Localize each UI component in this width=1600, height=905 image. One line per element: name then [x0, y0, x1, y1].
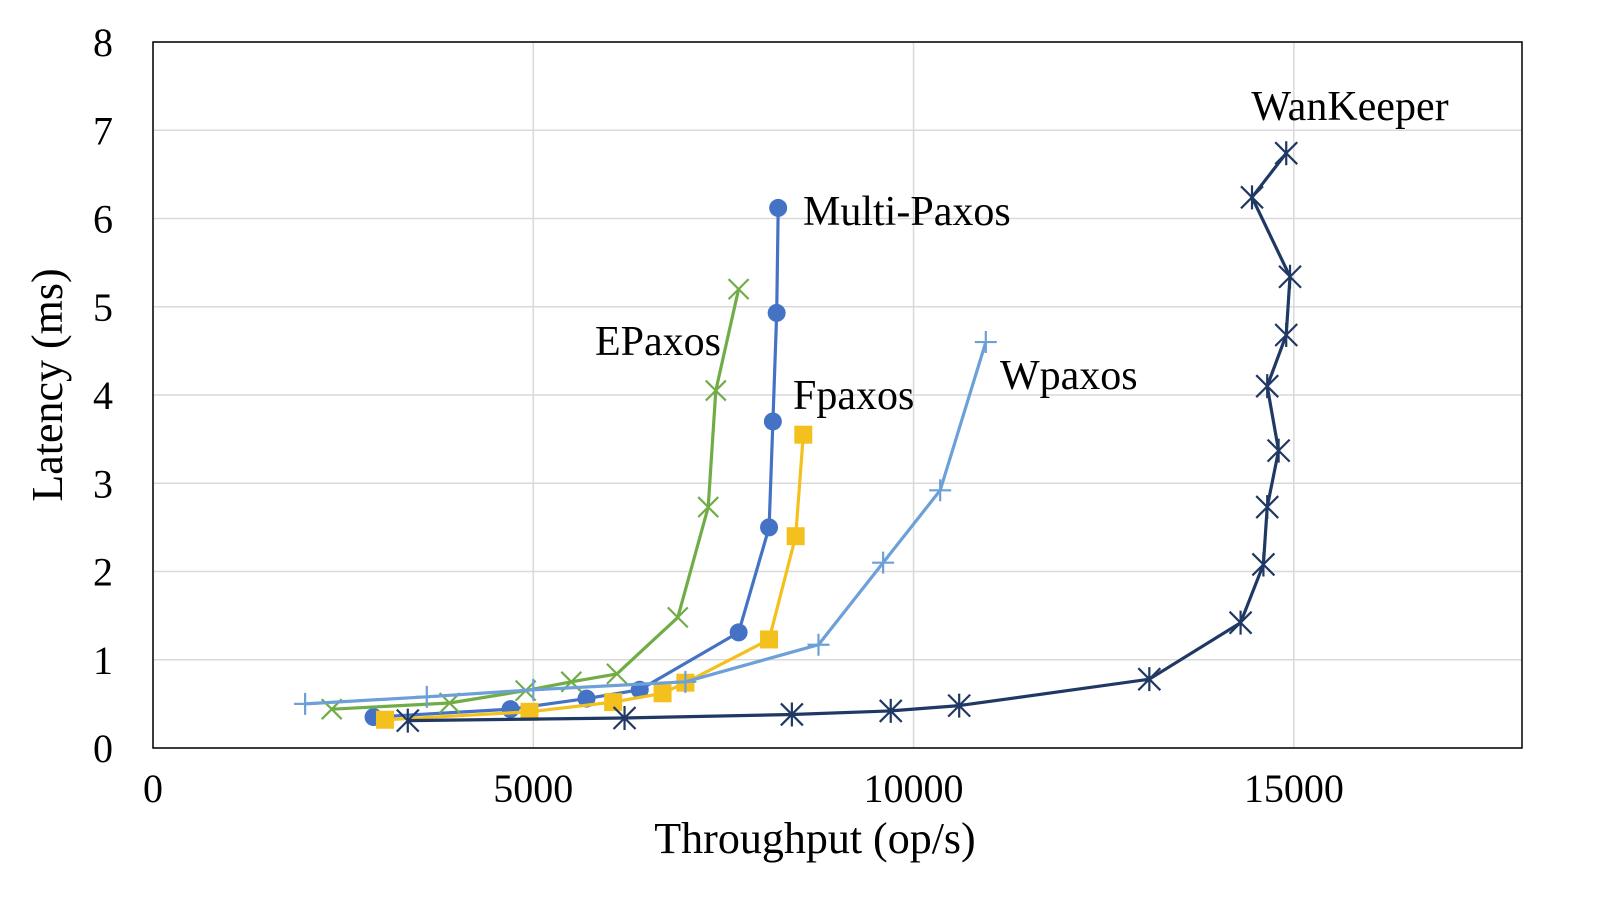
y-axis-tick-labels: 0 1 2 3 4 5 6 7 8	[93, 20, 113, 771]
asterisk-marker	[1255, 495, 1279, 520]
series-line-wankeeper	[407, 152, 1292, 723]
series-line-fpaxos	[384, 434, 805, 722]
series-wankeeper	[396, 141, 1302, 733]
asterisk-marker	[1240, 185, 1264, 210]
asterisk-marker	[1278, 264, 1302, 289]
series-line-multi-paxos	[373, 207, 780, 719]
x-marker	[606, 663, 628, 685]
y-tick-label: 6	[93, 197, 113, 242]
plus-marker	[674, 670, 697, 693]
x-marker	[667, 606, 689, 629]
asterisk-marker	[947, 693, 971, 718]
asterisk-marker	[878, 698, 903, 723]
y-tick-label: 1	[93, 638, 113, 683]
x-marker	[697, 496, 719, 518]
asterisk-marker	[1266, 438, 1291, 463]
asterisk-marker	[396, 708, 420, 733]
y-tick-label: 5	[93, 285, 113, 330]
circle-marker	[767, 303, 786, 322]
asterisk-marker	[1274, 322, 1299, 347]
asterisk-marker	[612, 705, 637, 730]
asterisk-marker	[1255, 374, 1279, 399]
square-marker	[604, 693, 623, 712]
circle-marker	[501, 700, 520, 719]
series-epaxos	[320, 278, 750, 720]
x-tick-label: 0	[143, 766, 163, 811]
series-label-epaxos: EPaxos	[595, 319, 721, 365]
asterisk-marker	[1251, 552, 1276, 577]
y-tick-label: 4	[93, 373, 113, 418]
plus-marker	[929, 479, 952, 502]
x-marker	[705, 379, 727, 402]
x-tick-label: 15000	[1244, 766, 1344, 811]
x-tick-label: 10000	[864, 766, 964, 811]
plot-area-frame	[152, 41, 1523, 749]
plus-marker	[807, 633, 830, 656]
x-axis-title: Throughput (op/s)	[654, 814, 975, 863]
y-axis-title: Latency (ms)	[23, 268, 72, 501]
series-label-fpaxos: Fpaxos	[793, 373, 914, 419]
series-label-wpaxos: Wpaxos	[1000, 353, 1138, 399]
plus-marker	[974, 331, 997, 354]
plus-marker	[522, 678, 545, 701]
square-marker	[794, 425, 813, 444]
asterisk-marker	[1137, 667, 1162, 692]
square-marker	[375, 710, 394, 729]
circle-marker	[760, 518, 779, 537]
y-tick-label: 8	[93, 20, 113, 65]
series-line-wpaxos	[305, 341, 988, 706]
asterisk-marker	[1274, 141, 1299, 166]
plus-marker	[415, 685, 438, 708]
circle-marker	[729, 623, 748, 642]
data-series	[294, 141, 1302, 733]
square-marker	[786, 527, 805, 546]
series-labels: Multi-Paxos EPaxos Fpaxos Wpaxos WanKeeper	[595, 84, 1449, 419]
square-marker	[520, 702, 539, 721]
series-fpaxos	[375, 425, 813, 729]
series-label-multi-paxos: Multi-Paxos	[803, 189, 1011, 235]
plus-marker	[872, 551, 895, 574]
y-tick-label: 7	[93, 108, 113, 153]
plus-marker	[294, 692, 317, 715]
asterisk-marker	[780, 702, 804, 727]
circle-marker	[769, 198, 788, 217]
x-tick-label: 5000	[493, 766, 573, 811]
y-tick-label: 3	[93, 461, 113, 506]
y-tick-label: 2	[93, 550, 113, 595]
series-label-wankeeper: WanKeeper	[1251, 84, 1448, 130]
series-wpaxos	[294, 331, 997, 715]
square-marker	[760, 630, 779, 649]
asterisk-marker	[1228, 610, 1253, 635]
series-multi-paxos	[364, 198, 788, 727]
x-axis-tick-labels: 0 5000 10000 15000	[143, 766, 1344, 811]
x-marker	[727, 278, 750, 300]
y-tick-label: 0	[93, 726, 113, 771]
circle-marker	[763, 412, 782, 431]
square-marker	[653, 684, 672, 703]
